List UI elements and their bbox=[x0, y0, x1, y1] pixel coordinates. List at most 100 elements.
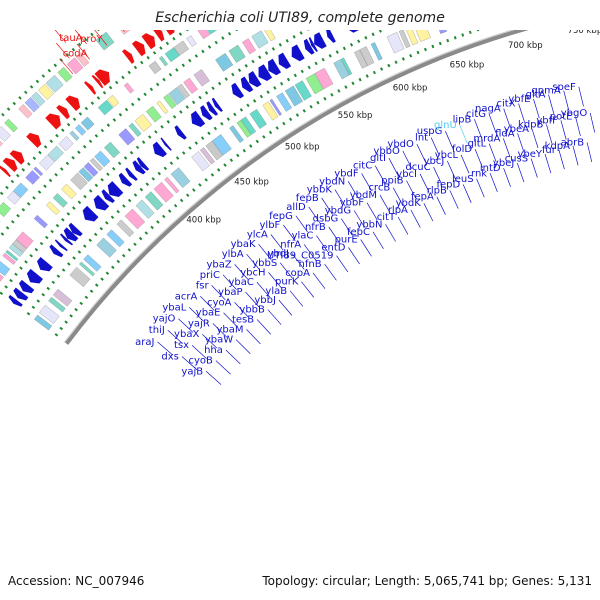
cog-block bbox=[39, 304, 60, 324]
cog-block bbox=[506, 0, 517, 10]
gene-label: mdlB bbox=[134, 0, 160, 3]
gene-label: thiJ bbox=[149, 325, 165, 336]
gene-arrow bbox=[174, 125, 187, 140]
gene-callout-line bbox=[328, 226, 341, 244]
gene-label: fepC bbox=[347, 227, 370, 238]
gene-label: nfrA bbox=[280, 239, 301, 250]
gene-label: ybaC bbox=[229, 277, 254, 288]
gene-callout-line bbox=[131, 2, 143, 18]
gene-arrow bbox=[200, 105, 213, 121]
gene-label: potE bbox=[550, 112, 573, 123]
gene-label: fepG bbox=[269, 211, 293, 222]
gene-callout-line bbox=[128, 0, 140, 3]
gene-callout-line bbox=[436, 196, 446, 215]
cog-block bbox=[454, 8, 464, 26]
gene-callout-line bbox=[489, 173, 498, 193]
gene-arrow bbox=[206, 101, 219, 116]
cog-block bbox=[177, 83, 190, 99]
gene-callout-line bbox=[321, 197, 333, 215]
gene-label: dsbG bbox=[313, 214, 339, 225]
gene-label: ylaC bbox=[292, 231, 314, 242]
gene-label: ylcA bbox=[247, 230, 268, 241]
gene-callout-line bbox=[416, 143, 426, 163]
cog-block bbox=[45, 201, 61, 216]
gene-callout-line bbox=[303, 244, 317, 261]
cog-block bbox=[516, 0, 527, 7]
kbp-label: 750 kbp bbox=[568, 26, 600, 36]
gene-callout-line bbox=[215, 360, 231, 375]
gene-arrow bbox=[131, 40, 146, 57]
gene-callout-line bbox=[334, 189, 346, 207]
reverse-cog-ring bbox=[0, 30, 276, 282]
gene-arrow bbox=[122, 49, 135, 64]
cog-block bbox=[124, 208, 146, 230]
gene-callout-line bbox=[234, 264, 249, 280]
gene-callout-line bbox=[360, 239, 372, 257]
gene-callout-line bbox=[149, 0, 160, 6]
gene-callout-line bbox=[459, 124, 468, 144]
gene-label: ybbS bbox=[252, 258, 277, 269]
cog-block bbox=[106, 229, 125, 248]
gene-callout-line bbox=[572, 145, 579, 166]
gene-callout-line bbox=[589, 112, 596, 133]
gene-arrow bbox=[231, 82, 245, 99]
backbone-arc bbox=[64, 30, 530, 345]
gene-callout-line bbox=[59, 58, 74, 75]
cog-block bbox=[34, 314, 53, 331]
gene-callout-line bbox=[56, 42, 70, 59]
cog-block bbox=[276, 92, 293, 112]
gene-callout-line bbox=[289, 290, 304, 307]
feature-rings bbox=[0, 0, 527, 331]
gene-arrow bbox=[13, 287, 29, 301]
cog-block bbox=[69, 130, 80, 141]
gene-callout-line bbox=[178, 318, 194, 333]
gene-callout-line bbox=[291, 253, 305, 270]
gene-label: allD bbox=[286, 202, 306, 213]
cog-block bbox=[163, 94, 177, 109]
gene-label: cyoA bbox=[207, 297, 232, 308]
gene-label: tauD bbox=[56, 18, 80, 29]
cog-ring-outer bbox=[0, 6, 148, 147]
gene-label: nfrB bbox=[305, 222, 326, 233]
gene-label: yajO bbox=[153, 314, 176, 325]
cog-block bbox=[7, 190, 21, 205]
cog-block bbox=[25, 170, 40, 185]
cog-block bbox=[75, 124, 87, 136]
cog-block bbox=[200, 147, 215, 165]
gene-callout-line bbox=[211, 285, 226, 301]
gene-callout-line bbox=[341, 218, 353, 236]
cog-block bbox=[191, 151, 210, 172]
gene-callout-line bbox=[476, 178, 485, 198]
gene-callout-line bbox=[402, 150, 413, 170]
gene-arrow bbox=[160, 137, 172, 151]
gene-label: ybgO bbox=[561, 108, 588, 119]
gene-label: proY bbox=[80, 34, 103, 45]
cog-block bbox=[131, 6, 148, 24]
kbp-label: 500 kbp bbox=[285, 142, 320, 152]
gene-arrow bbox=[56, 105, 70, 120]
gene-label: ybeA bbox=[504, 124, 529, 135]
gene-callout-line bbox=[430, 137, 440, 156]
gene-label: tsx bbox=[174, 340, 189, 351]
cog-block bbox=[228, 44, 246, 63]
gene-callout-line bbox=[246, 329, 261, 345]
cog-block bbox=[305, 73, 324, 95]
cog-block bbox=[5, 249, 19, 262]
gene-callout-line bbox=[312, 272, 326, 289]
gene-arrow bbox=[26, 132, 42, 148]
gene-label: araJ bbox=[135, 337, 154, 348]
gene-label: tesB bbox=[232, 315, 254, 326]
gene-callout-line bbox=[295, 215, 308, 233]
gene-label: fepB bbox=[296, 193, 319, 204]
gene-arrow bbox=[94, 69, 110, 86]
cog-block bbox=[33, 215, 48, 229]
gene-callout-line bbox=[54, 30, 67, 44]
cog-block bbox=[215, 53, 234, 72]
gene-arrow bbox=[240, 76, 254, 93]
gene-arrow bbox=[37, 257, 53, 272]
gene-callout-line bbox=[410, 209, 421, 228]
gene-callout-line bbox=[544, 153, 552, 174]
gene-callout-line bbox=[245, 291, 260, 308]
gene-label: ybfE bbox=[508, 94, 530, 105]
